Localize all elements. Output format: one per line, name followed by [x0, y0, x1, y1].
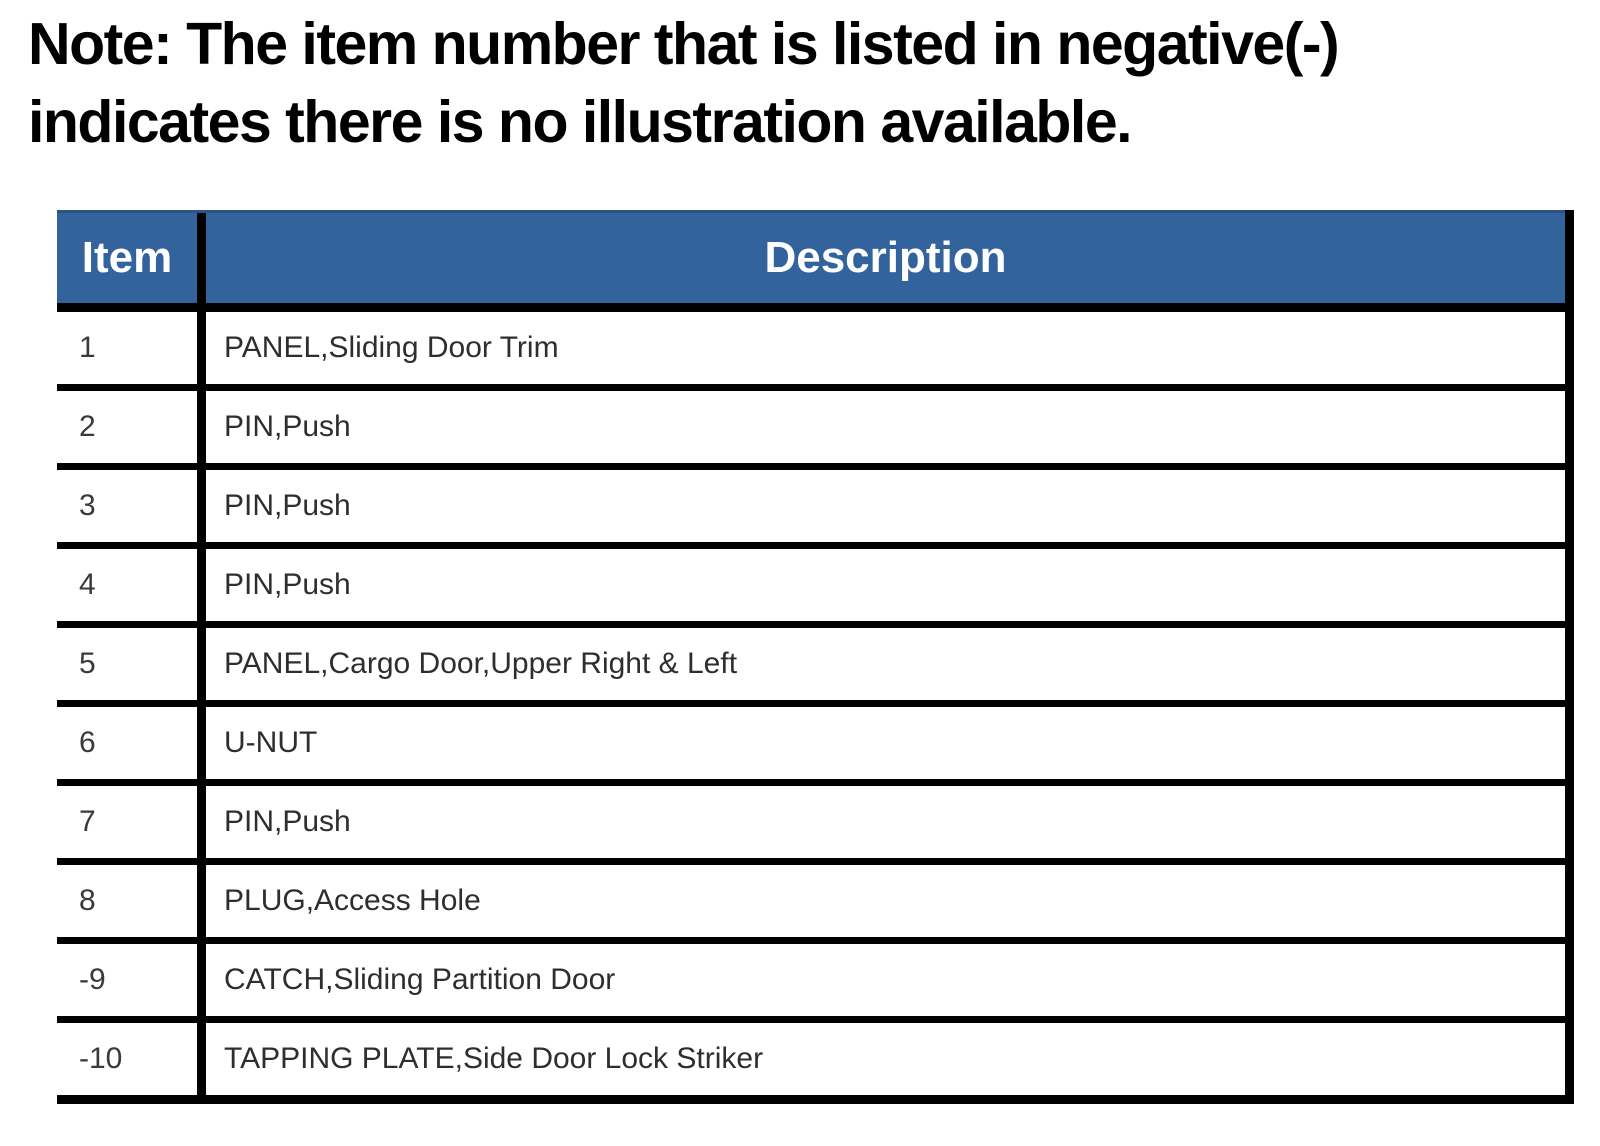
- table-row: -10 TAPPING PLATE,Side Door Lock Striker: [57, 1016, 1565, 1095]
- description-cell: PANEL,Cargo Door,Upper Right & Left: [224, 647, 738, 680]
- item-cell: -10: [57, 1023, 206, 1095]
- table-row: 3 PIN,Push: [57, 463, 1565, 542]
- table-row: -9 CATCH,Sliding Partition Door: [57, 937, 1565, 1016]
- column-header-item: Item: [57, 213, 206, 303]
- description-cell: U-NUT: [224, 726, 318, 759]
- description-cell: PIN,Push: [224, 489, 351, 522]
- description-cell: PIN,Push: [224, 568, 351, 601]
- column-header-description: Description: [764, 233, 1007, 282]
- item-cell: 2: [57, 391, 206, 463]
- description-cell: PIN,Push: [224, 410, 351, 443]
- item-cell: 7: [57, 786, 206, 858]
- table-row: 1 PANEL,Sliding Door Trim: [57, 303, 1565, 384]
- item-cell: 6: [57, 707, 206, 779]
- note-text: Note: The item number that is listed in …: [28, 6, 1568, 162]
- table-row: 6 U-NUT: [57, 700, 1565, 779]
- description-cell: PIN,Push: [224, 805, 351, 838]
- parts-table: Item Description 1 PANEL,Sliding Door Tr…: [57, 210, 1574, 1104]
- table-row: 7 PIN,Push: [57, 779, 1565, 858]
- description-cell: PLUG,Access Hole: [224, 884, 481, 917]
- note-line-1: Note: The item number that is listed in …: [28, 11, 1340, 77]
- table-row: 2 PIN,Push: [57, 384, 1565, 463]
- table-row: 5 PANEL,Cargo Door,Upper Right & Left: [57, 621, 1565, 700]
- item-cell: -9: [57, 944, 206, 1016]
- table-row: 8 PLUG,Access Hole: [57, 858, 1565, 937]
- item-cell: 1: [57, 312, 206, 384]
- item-cell: 4: [57, 549, 206, 621]
- note-line-2: indicates there is no illustration avail…: [28, 88, 1133, 155]
- item-cell: 5: [57, 628, 206, 700]
- table-row: 4 PIN,Push: [57, 542, 1565, 621]
- description-cell: TAPPING PLATE,Side Door Lock Striker: [224, 1042, 764, 1075]
- item-cell: 8: [57, 865, 206, 937]
- table-header-row: Item Description: [57, 210, 1565, 303]
- description-cell: CATCH,Sliding Partition Door: [224, 963, 616, 996]
- description-cell: PANEL,Sliding Door Trim: [224, 331, 559, 364]
- item-cell: 3: [57, 470, 206, 542]
- table-body: 1 PANEL,Sliding Door Trim 2 PIN,Push 3 P…: [57, 303, 1565, 1095]
